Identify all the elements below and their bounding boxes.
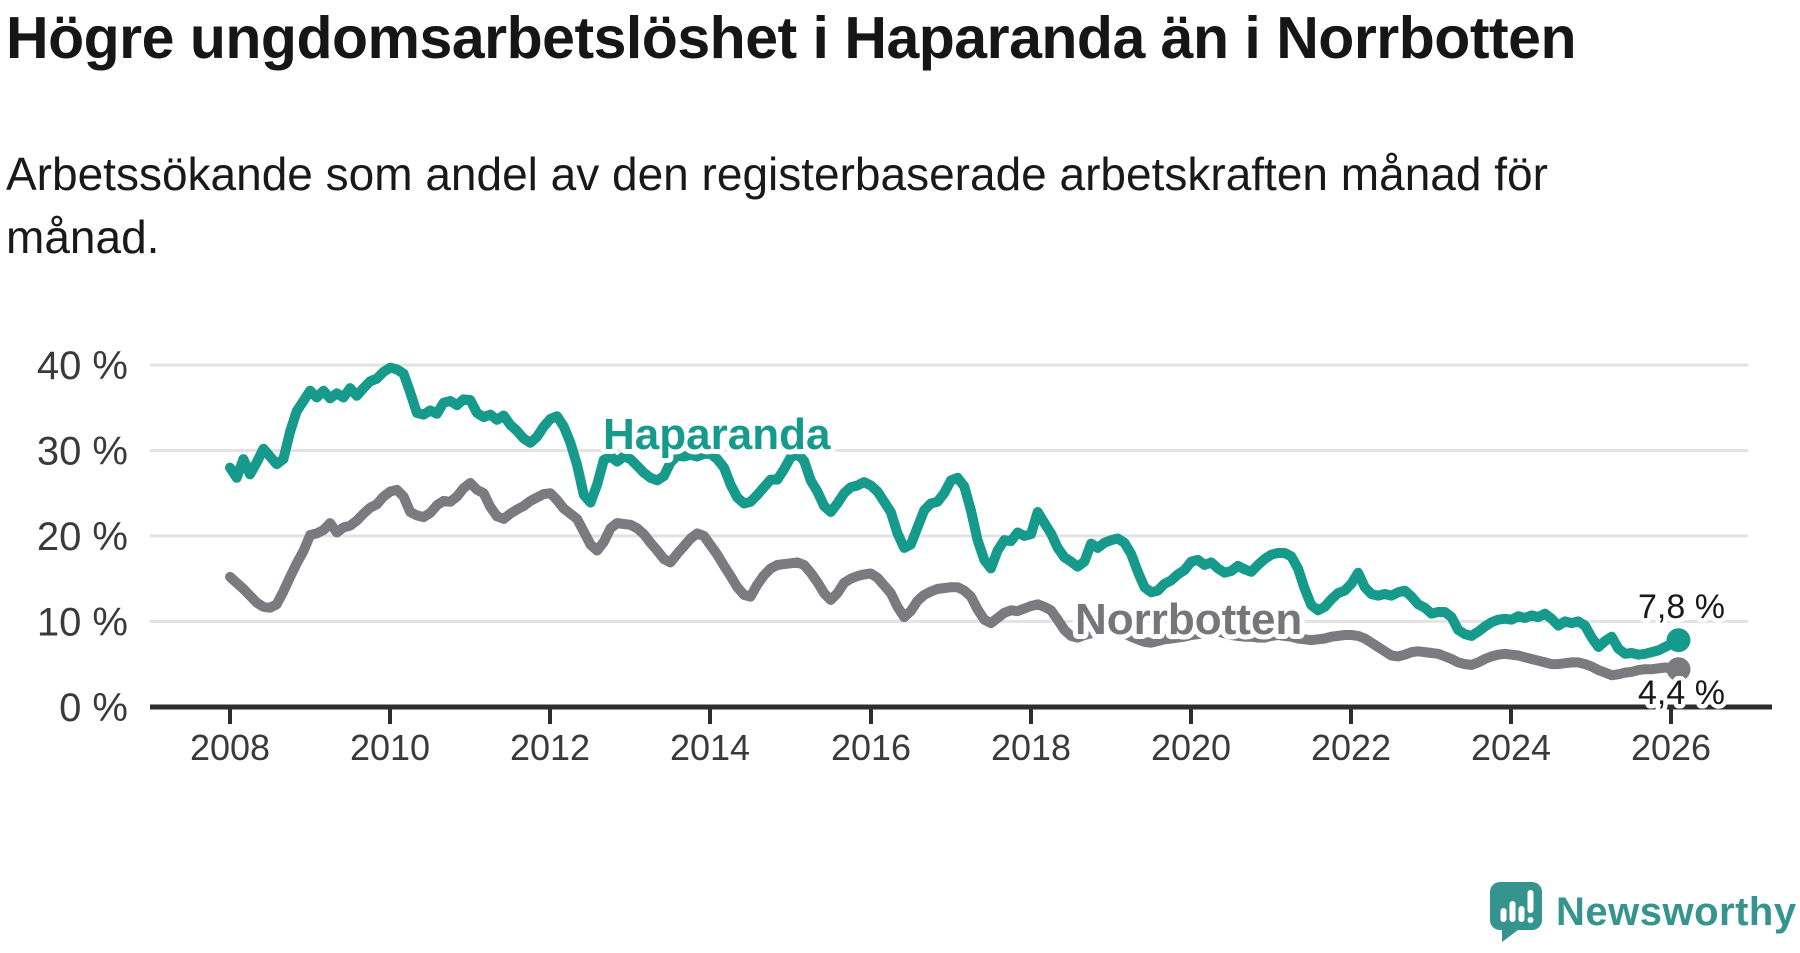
x-tick-label-2026: 2026 xyxy=(1631,727,1711,768)
end-value-label-haparanda: 7,8 % xyxy=(1638,588,1725,626)
x-axis-labels: 2008 2010 2012 2014 2016 2018 2020 2022 … xyxy=(190,727,1711,768)
x-tick-label-2024: 2024 xyxy=(1471,727,1551,768)
series-layer xyxy=(225,362,1691,682)
x-tick-label-2012: 2012 xyxy=(510,727,590,768)
newsworthy-logo-text: Newsworthy xyxy=(1556,889,1797,934)
x-tick-label-2022: 2022 xyxy=(1311,727,1391,768)
x-tick-label-2016: 2016 xyxy=(831,727,911,768)
end-value-label-norrbotten: 4,4 % xyxy=(1638,674,1725,712)
x-tick-label-2018: 2018 xyxy=(991,727,1071,768)
newsworthy-logo-icon xyxy=(1490,882,1542,942)
y-tick-label-0: 0 % xyxy=(59,686,128,730)
x-tick-label-2020: 2020 xyxy=(1151,727,1231,768)
y-tick-label-30: 30 % xyxy=(37,430,128,474)
series-end-dot-norrbotten xyxy=(1666,657,1691,682)
x-tick-label-2008: 2008 xyxy=(190,727,270,768)
y-tick-label-10: 10 % xyxy=(37,601,128,645)
y-axis-labels: 40 % 30 % 20 % 10 % 0 % xyxy=(37,344,128,730)
chart-title: Högre ungdomsarbetslöshet i Haparanda än… xyxy=(6,5,1577,71)
series-line-haparanda xyxy=(225,362,1684,660)
x-axis xyxy=(150,704,1772,724)
series-label-haparanda: Haparanda xyxy=(603,410,831,459)
x-tick-label-2010: 2010 xyxy=(350,727,430,768)
y-tick-label-40: 40 % xyxy=(37,344,128,388)
x-tick-label-2014: 2014 xyxy=(670,727,750,768)
series-line-norrbotten xyxy=(225,478,1684,681)
newsworthy-logo: Newsworthy xyxy=(1490,882,1797,942)
series-end-dot-haparanda xyxy=(1666,628,1691,653)
gridlines xyxy=(150,363,1748,623)
series-label-norrbotten: Norrbotten xyxy=(1075,595,1302,644)
y-tick-label-20: 20 % xyxy=(37,515,128,559)
chart-subtitle: Arbetssökande som andel av den registerb… xyxy=(6,148,1548,264)
